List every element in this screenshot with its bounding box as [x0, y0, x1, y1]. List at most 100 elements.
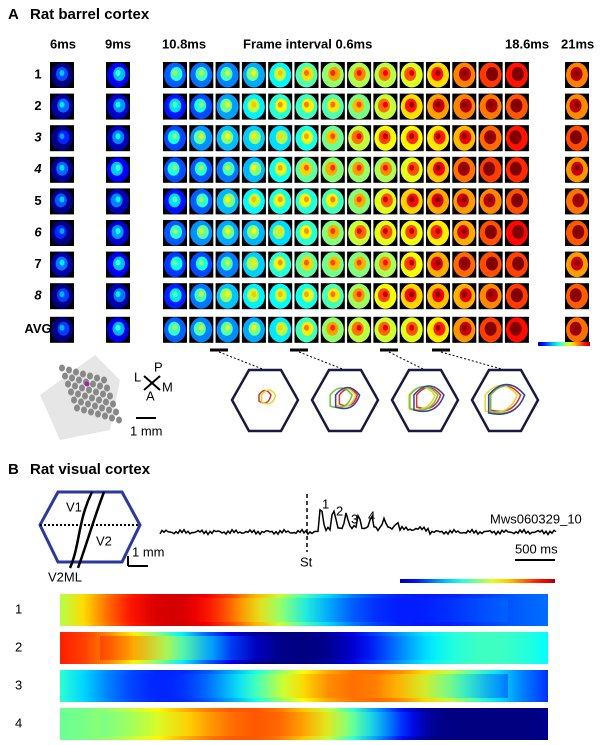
frame [106, 316, 130, 343]
frame [373, 316, 398, 343]
frame [163, 220, 187, 246]
frame [373, 283, 398, 310]
frame [504, 156, 529, 183]
row-label: AVG [24, 321, 51, 336]
frame [241, 188, 266, 215]
frame [268, 156, 293, 183]
frame [241, 220, 266, 246]
peak-label: 2 [336, 503, 343, 518]
frame [106, 62, 130, 88]
frame [426, 316, 450, 343]
frame [504, 283, 529, 310]
frame [478, 62, 503, 88]
scale-label: 1 mm [132, 544, 165, 559]
frame [565, 188, 589, 215]
frame [163, 188, 187, 215]
frame [426, 93, 450, 120]
frame [504, 93, 529, 120]
row-label: 3 [34, 130, 42, 145]
frame [163, 316, 187, 343]
frame [399, 220, 424, 246]
frame [320, 156, 345, 183]
frame [399, 156, 424, 183]
frame [504, 316, 529, 343]
area-label: V2ML [48, 569, 82, 584]
frame [268, 316, 293, 343]
frame [106, 283, 130, 310]
panel-title: Rat visual cortex [30, 461, 151, 478]
frame [426, 283, 450, 310]
frame [504, 251, 529, 278]
frame [294, 156, 319, 183]
frame [373, 220, 398, 246]
frame [50, 93, 74, 120]
frame [294, 188, 319, 215]
frame [294, 316, 319, 343]
area-label: V1 [66, 499, 82, 514]
frame [478, 316, 503, 343]
frame [268, 62, 293, 88]
frame [320, 62, 345, 88]
frame [215, 251, 240, 278]
frame [478, 283, 503, 310]
orientation-label: L [134, 369, 141, 384]
frame [504, 220, 529, 246]
frame-grid [50, 62, 589, 343]
frame [320, 316, 345, 343]
frame [320, 188, 345, 215]
heatmaps [60, 594, 548, 740]
barrel-map [40, 355, 122, 440]
frame [241, 93, 266, 120]
frame [189, 125, 214, 152]
frame [163, 93, 187, 120]
frame [268, 283, 293, 310]
frame [399, 62, 424, 88]
frame [478, 251, 503, 278]
panel-title: Rat barrel cortex [30, 6, 150, 23]
time-label: Frame interval 0.6ms [243, 36, 372, 51]
frame [189, 188, 214, 215]
frame [320, 251, 345, 278]
voltage-trace [159, 508, 557, 536]
orientation-label: M [162, 379, 173, 394]
frame [478, 93, 503, 120]
frame [565, 251, 589, 278]
frame [478, 125, 503, 152]
frame [215, 283, 240, 310]
frame [215, 62, 240, 88]
frame [106, 220, 130, 246]
frame [452, 283, 477, 310]
frame [452, 316, 477, 343]
frame [163, 125, 187, 152]
frame [373, 188, 398, 215]
frame [268, 125, 293, 152]
frame [163, 62, 187, 88]
frame [426, 220, 450, 246]
frame [452, 188, 477, 215]
visual-map [38, 490, 142, 569]
frame [106, 125, 130, 152]
frame [241, 156, 266, 183]
frame [399, 316, 424, 343]
peak-label: 4 [368, 508, 375, 523]
frame [452, 251, 477, 278]
frame [50, 125, 74, 152]
frame [106, 251, 130, 278]
frame [347, 251, 372, 278]
frame [294, 220, 319, 246]
time-scale-label: 500 ms [515, 541, 558, 556]
row-label: 4 [15, 715, 22, 730]
frame [347, 125, 372, 152]
frame [399, 93, 424, 120]
frame [215, 93, 240, 120]
frame [215, 220, 240, 246]
row-label: 1 [15, 601, 22, 616]
frame [163, 251, 187, 278]
frame [320, 93, 345, 120]
frame [106, 156, 130, 183]
frame [347, 316, 372, 343]
frame [294, 93, 319, 120]
frame [320, 283, 345, 310]
frame [426, 156, 450, 183]
